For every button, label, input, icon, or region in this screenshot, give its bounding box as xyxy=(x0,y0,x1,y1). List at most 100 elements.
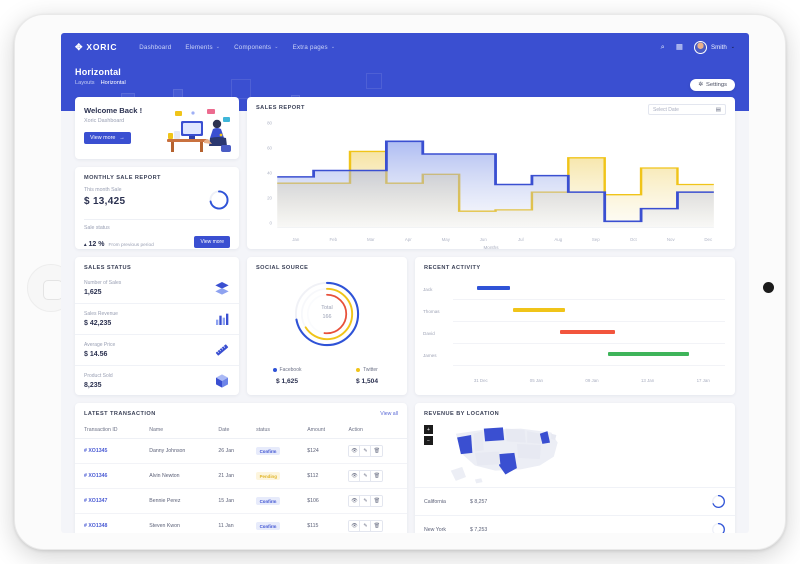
nav-label-extra-pages: Extra pages xyxy=(292,43,328,51)
pencil-icon[interactable]: ✎ xyxy=(360,521,372,531)
table-body: # XO1345 Danny Johnson 26 Jan Confirm $1… xyxy=(75,438,407,533)
sales-status-item-average-price: Average Price $ 14.56 xyxy=(75,335,239,366)
table-header-row: Transaction ID Name Date status Amount Action xyxy=(75,422,407,439)
row-action-group: 👁 ✎ 🗑 xyxy=(348,520,384,532)
app-logo[interactable]: ✥ XORIC xyxy=(75,42,117,53)
cell-action: 👁 ✎ 🗑 xyxy=(339,438,407,464)
sales-report-y-tick: 40 xyxy=(267,170,272,176)
chevron-down-icon: ⌄ xyxy=(330,44,336,50)
eye-icon[interactable]: 👁 xyxy=(349,446,361,456)
breadcrumb: Layouts Horizontal xyxy=(75,80,735,86)
monthly-sale-value: $ 13,425 xyxy=(84,196,126,207)
map-zoom-out-button[interactable]: − xyxy=(424,436,433,445)
activity-gridline xyxy=(453,299,725,300)
row-action-group: 👁 ✎ 🗑 xyxy=(348,470,384,482)
activity-bar xyxy=(512,308,566,312)
sales-status-label: Sales Revenue xyxy=(84,311,118,317)
header-deco-1 xyxy=(231,79,251,99)
breadcrumb-item-horizontal: Horizontal xyxy=(100,80,126,86)
transaction-table: Transaction ID Name Date status Amount Action… xyxy=(75,422,407,533)
activity-label: David xyxy=(423,331,435,336)
pencil-icon[interactable]: ✎ xyxy=(360,446,372,456)
activity-gridline xyxy=(453,343,725,344)
nav-links: Dashboard Elements ⌄ Components ⌄ Extra … xyxy=(139,44,335,51)
status-badge: Confirm xyxy=(256,497,280,505)
eye-icon[interactable]: 👁 xyxy=(349,471,361,481)
activity-row: James xyxy=(415,347,729,367)
select-date-input[interactable]: Select Date ▤ xyxy=(648,104,726,115)
sales-report-x-tick: Sep xyxy=(591,237,600,242)
table-row[interactable]: # XO1345 Danny Johnson 26 Jan Confirm $1… xyxy=(75,438,407,464)
tablet-screen: ✥ XORIC Dashboard Elements ⌄ Components xyxy=(61,33,749,533)
sales-status-item-sales-revenue: Sales Revenue $ 42,235 xyxy=(75,304,239,335)
nav-label-dashboard: Dashboard xyxy=(139,43,172,51)
sales-status-label: Average Price xyxy=(84,342,116,348)
table-column-header: Date xyxy=(209,422,248,439)
search-icon[interactable]: ⌕ xyxy=(660,42,665,52)
welcome-view-more-button[interactable]: View more → xyxy=(84,132,131,144)
table-column-header: status xyxy=(247,422,299,439)
map-zoom-in-button[interactable]: + xyxy=(424,425,433,434)
header-actions: ⌕ ▦ Smith ⌄ xyxy=(660,40,735,54)
cell-action: 👁 ✎ 🗑 xyxy=(339,488,407,514)
trash-icon[interactable]: 🗑 xyxy=(371,446,383,456)
sales-report-x-tick: Oct xyxy=(629,237,637,242)
table-row[interactable]: # XO1347 Bennie Perez 15 Jan Confirm $10… xyxy=(75,488,407,514)
trash-icon[interactable]: 🗑 xyxy=(371,496,383,506)
view-all-link[interactable]: View all xyxy=(380,411,398,417)
percent-marker-icon: ▴ xyxy=(84,242,87,248)
activity-gridline xyxy=(453,321,725,322)
welcome-subtitle: Xoric Dashboard xyxy=(84,118,125,124)
nav-label-elements: Elements xyxy=(185,43,213,51)
nav-item-dashboard[interactable]: Dashboard xyxy=(139,44,171,51)
sales-status-value: 1,625 xyxy=(84,289,102,296)
legend-value-facebook: $ 1,625 xyxy=(276,378,298,385)
monthly-percent: 12 % xyxy=(88,241,105,248)
table-row[interactable]: # XO1346 Alvin Newton 21 Jan Pending $11… xyxy=(75,463,407,489)
activity-bar xyxy=(476,286,511,290)
table-row[interactable]: # XO1348 Steven Kwon 11 Jan Confirm $115… xyxy=(75,513,407,533)
sales-report-x-axis-label: Months xyxy=(483,245,499,250)
breadcrumb-item-layouts[interactable]: Layouts xyxy=(75,80,95,86)
cell-amount: $106 xyxy=(298,488,340,514)
eye-icon[interactable]: 👁 xyxy=(349,521,361,531)
cell-transaction-id: # XO1345 xyxy=(75,438,141,464)
sales-report-x-tick: Feb xyxy=(329,237,338,242)
user-menu[interactable]: Smith ⌄ xyxy=(693,40,735,54)
welcome-title: Welcome Back ! xyxy=(84,106,143,115)
pencil-icon[interactable]: ✎ xyxy=(360,471,372,481)
sales-report-chart xyxy=(277,140,714,228)
trash-icon[interactable]: 🗑 xyxy=(371,521,383,531)
apps-grid-icon[interactable]: ▦ xyxy=(675,42,683,52)
trash-icon[interactable]: 🗑 xyxy=(371,471,383,481)
table-column-header: Name xyxy=(140,422,210,439)
activity-row: Jack xyxy=(415,281,729,301)
sales-report-x-tick: Jun xyxy=(479,237,487,242)
social-source-card: Social Source T xyxy=(247,257,407,395)
page-header: Horizontal Layouts Horizontal ✲ Settings xyxy=(61,61,749,91)
activity-x-tick: 09 Jan xyxy=(585,378,599,383)
status-badge: Pending xyxy=(256,472,281,480)
nav-item-elements[interactable]: Elements ⌄ xyxy=(185,44,220,51)
layers-icon xyxy=(215,282,229,295)
cell-date: 26 Jan xyxy=(209,438,248,464)
social-source-legend: Facebook $ 1,625 Twitter $ 1,504 xyxy=(247,367,407,385)
pencil-icon[interactable]: ✎ xyxy=(360,496,372,506)
monthly-view-more-button[interactable]: View more xyxy=(194,236,230,248)
page-title: Horizontal xyxy=(75,67,121,77)
top-navbar: ✥ XORIC Dashboard Elements ⌄ Components xyxy=(61,33,749,61)
nav-item-extra-pages[interactable]: Extra pages ⌄ xyxy=(293,44,336,51)
chevron-down-icon: ⌄ xyxy=(730,44,735,50)
nav-item-components[interactable]: Components ⌄ xyxy=(234,44,278,51)
legend-item-twitter: Twitter $ 1,504 xyxy=(327,367,407,385)
settings-button[interactable]: ✲ Settings xyxy=(690,79,735,91)
legend-dot-twitter xyxy=(356,368,361,372)
monthly-divider xyxy=(84,219,230,220)
cell-date: 11 Jan xyxy=(209,513,248,533)
cell-date: 15 Jan xyxy=(209,488,248,514)
monthly-status-label-row: Sale status xyxy=(75,220,239,231)
location-name: California xyxy=(424,498,446,505)
map-zoom-controls: + − xyxy=(424,425,433,447)
eye-icon[interactable]: 👁 xyxy=(349,496,361,506)
usa-map[interactable] xyxy=(443,421,573,491)
